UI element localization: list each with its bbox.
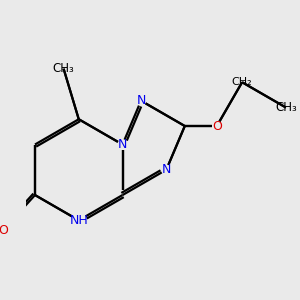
Text: NH: NH — [69, 214, 88, 227]
Text: N: N — [162, 163, 171, 176]
Text: CH₂: CH₂ — [232, 77, 252, 87]
Text: N: N — [118, 138, 127, 151]
Text: O: O — [0, 224, 8, 237]
Text: O: O — [212, 119, 222, 133]
Text: CH₃: CH₃ — [53, 62, 74, 75]
Text: CH₃: CH₃ — [275, 101, 297, 114]
Text: N: N — [136, 94, 146, 107]
